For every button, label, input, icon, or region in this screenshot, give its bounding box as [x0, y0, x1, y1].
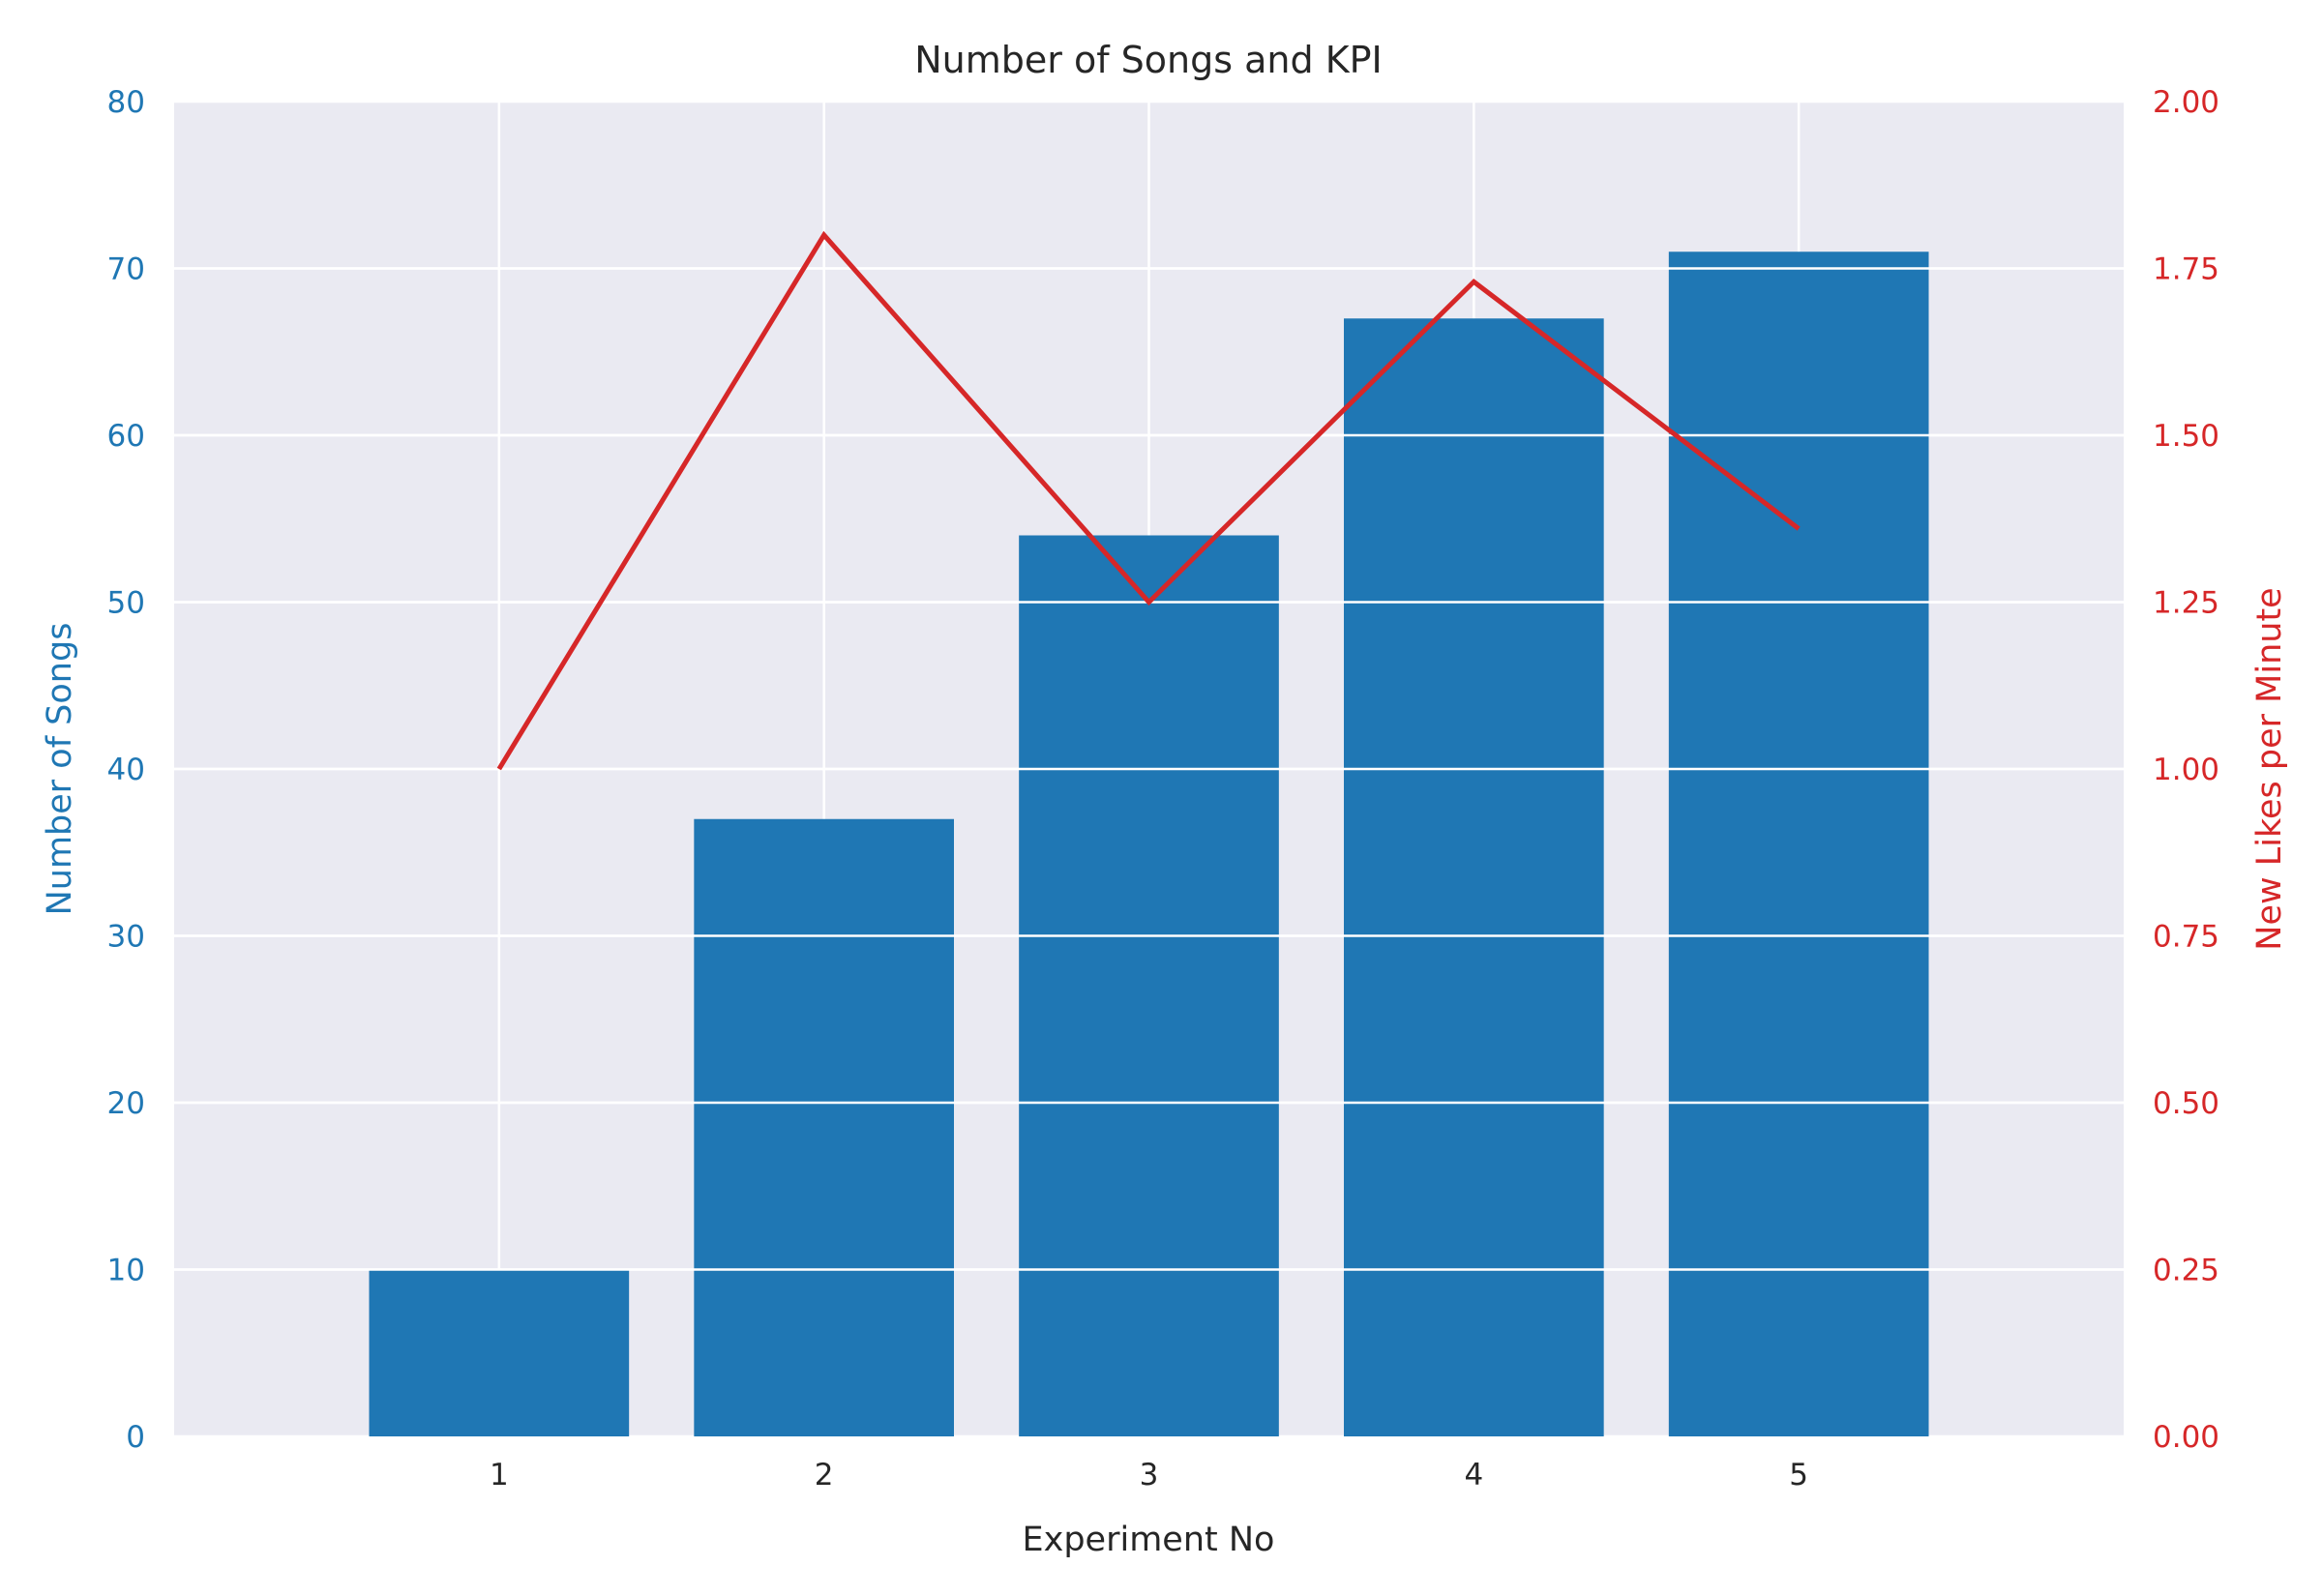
y2-tick-label: 1.25 [2153, 586, 2219, 621]
y-tick-label: 40 [107, 753, 145, 787]
left-y-axis-label: Number of Songs [41, 623, 79, 916]
y-tick-label: 70 [107, 252, 145, 287]
y-tick-label: 0 [126, 1420, 145, 1455]
y-tick-label: 30 [107, 920, 145, 955]
x-tick-labels: 1 2 3 4 5 [490, 1458, 1808, 1493]
left-y-tick-labels: 0 10 20 30 40 50 60 70 80 [107, 85, 145, 1455]
y2-tick-label: 0.25 [2153, 1254, 2219, 1288]
bar-4 [1344, 318, 1604, 1436]
y-tick-label: 50 [107, 586, 145, 621]
line-series [496, 230, 1801, 771]
y-tick-label: 80 [107, 85, 145, 120]
bar-series [369, 251, 1929, 1436]
x-tick-label: 4 [1464, 1458, 1483, 1493]
right-y-axis-label: New Likes per Minute [2250, 587, 2289, 950]
x-tick-label: 3 [1140, 1458, 1159, 1493]
x-tick-label: 5 [1789, 1458, 1808, 1493]
x-tick-label: 1 [490, 1458, 509, 1493]
y2-tick-label: 1.50 [2153, 419, 2219, 454]
chart-title: Number of Songs and KPI [914, 39, 1383, 81]
y-tick-label: 20 [107, 1086, 145, 1121]
bar-3 [1019, 535, 1279, 1436]
y2-tick-label: 0.75 [2153, 920, 2219, 955]
bar-5 [1668, 251, 1929, 1436]
y2-tick-label: 1.00 [2153, 753, 2219, 787]
y2-tick-label: 1.75 [2153, 252, 2219, 287]
y-tick-label: 60 [107, 419, 145, 454]
bar-2 [694, 818, 954, 1436]
right-y-tick-labels: 0.00 0.25 0.50 0.75 1.00 1.25 1.50 1.75 2.00 [2153, 85, 2219, 1455]
y2-tick-label: 0.50 [2153, 1086, 2219, 1121]
y-tick-label: 10 [107, 1254, 145, 1288]
bar-1 [369, 1269, 630, 1436]
x-tick-label: 2 [815, 1458, 834, 1493]
x-axis-label: Experiment No [1023, 1521, 1275, 1559]
y2-tick-label: 2.00 [2153, 85, 2219, 120]
y2-tick-label: 0.00 [2153, 1420, 2219, 1455]
